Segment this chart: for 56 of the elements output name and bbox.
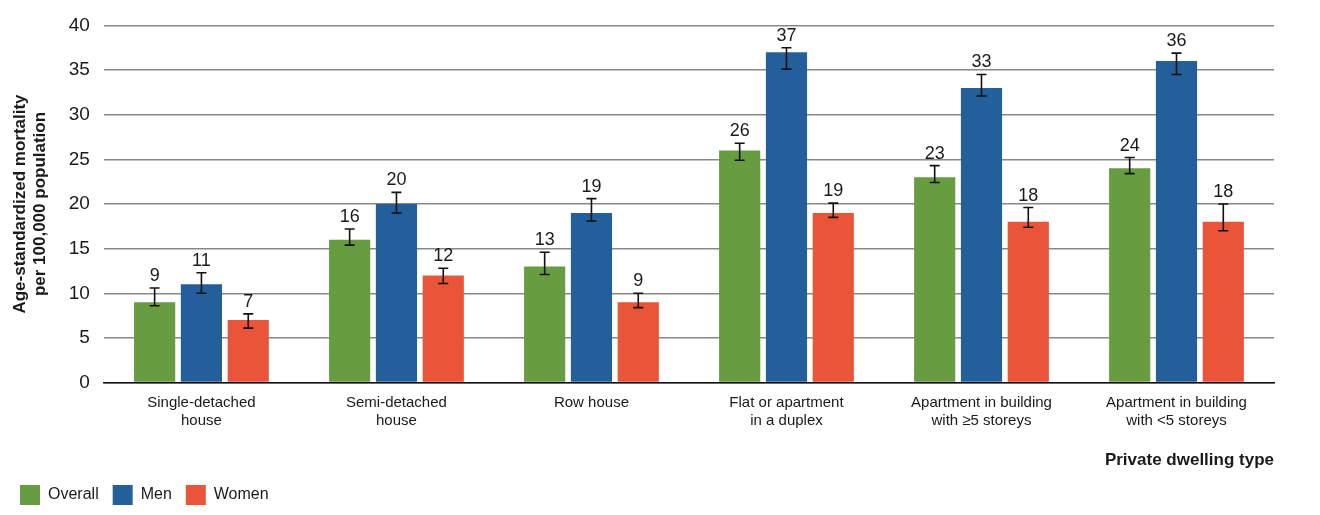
bar xyxy=(375,204,418,382)
bar xyxy=(765,52,808,382)
data-label: 13 xyxy=(534,229,555,250)
data-label: 18 xyxy=(1213,180,1234,201)
y-tick-label: 15 xyxy=(68,236,90,258)
bar xyxy=(422,275,464,382)
data-label: 26 xyxy=(729,120,750,141)
bar xyxy=(1007,221,1049,382)
data-label: 36 xyxy=(1166,30,1187,51)
data-label: 37 xyxy=(776,24,797,45)
x-tick-label: Semi-detached house xyxy=(346,392,447,428)
data-label: 23 xyxy=(924,142,945,163)
bar xyxy=(134,302,176,382)
y-tick-label: 5 xyxy=(79,326,90,348)
bar xyxy=(1202,221,1244,382)
x-tick-label: Row house xyxy=(553,392,629,410)
bar xyxy=(960,87,1003,382)
data-label: 18 xyxy=(1018,184,1039,205)
legend-label: Overall xyxy=(48,485,99,503)
y-tick-label: 20 xyxy=(68,192,90,214)
x-tick-label: Apartment in building with ≥5 storeys xyxy=(911,392,1052,428)
bar xyxy=(1155,61,1198,382)
data-label: 33 xyxy=(971,51,992,72)
y-tick-label: 10 xyxy=(68,281,90,303)
legend-label: Women xyxy=(213,485,269,503)
data-label: 24 xyxy=(1119,134,1140,155)
x-tick-label: Flat or apartment in a duplex xyxy=(729,392,845,428)
data-label: 9 xyxy=(149,264,160,285)
bar xyxy=(570,212,613,382)
bar xyxy=(812,212,854,382)
y-tick-label: 40 xyxy=(68,13,90,35)
data-label: 16 xyxy=(339,205,360,226)
bar xyxy=(617,302,659,382)
data-label: 9 xyxy=(633,270,644,291)
y-tick-label: 35 xyxy=(68,58,90,80)
y-axis-title: Age-standardized mortality per 100,000 population xyxy=(9,93,50,314)
data-label: 12 xyxy=(433,245,454,266)
bar xyxy=(524,266,566,382)
bar xyxy=(180,284,223,382)
bar xyxy=(1109,168,1151,382)
x-tick-label: Apartment in building with <5 storeys xyxy=(1106,392,1247,428)
bar xyxy=(719,150,761,382)
legend-label: Men xyxy=(140,485,172,503)
data-label: 19 xyxy=(823,180,844,201)
data-label: 7 xyxy=(243,290,254,311)
bar xyxy=(329,239,371,382)
bar xyxy=(227,320,269,382)
data-label: 19 xyxy=(581,175,602,196)
y-tick-label: 0 xyxy=(79,370,90,392)
data-label: 20 xyxy=(386,169,407,190)
y-tick-label: 25 xyxy=(68,147,90,169)
data-label: 11 xyxy=(192,249,211,270)
y-tick-label: 30 xyxy=(68,102,90,124)
x-axis-title: Private dwelling type xyxy=(1104,450,1274,470)
x-tick-label: Single-detached house xyxy=(147,392,256,428)
bar xyxy=(914,177,956,382)
